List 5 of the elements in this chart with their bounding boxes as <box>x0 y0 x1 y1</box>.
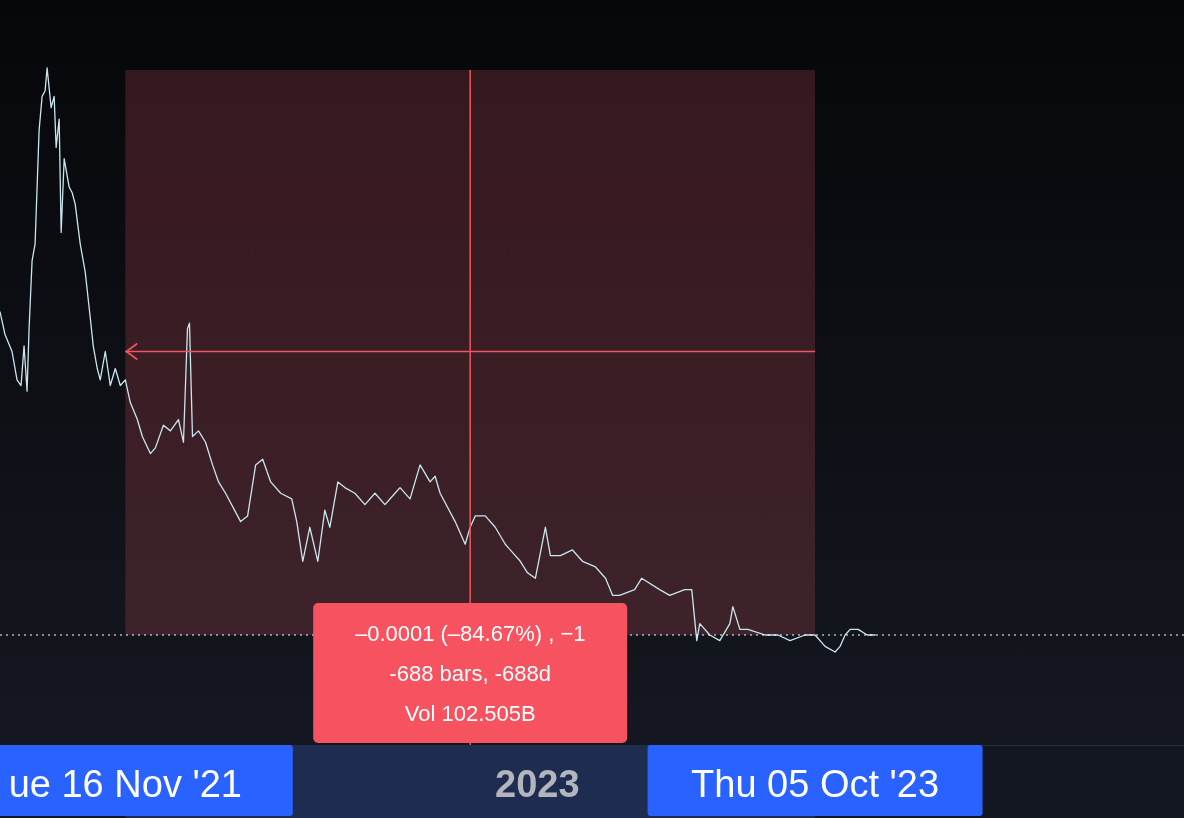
annotation: –0.0001 (–84.67%) , −1 <box>354 621 586 646</box>
x-tick-label: 2023 <box>495 763 580 805</box>
x-tick-label: ue 16 Nov '21 <box>8 763 242 805</box>
tooltip: –0.0001 (–84.67%) , −1 -688 bars, -688d Vol 102.505B <box>313 603 628 743</box>
x-tick-label: Thu 05 Oct '23 <box>691 763 940 805</box>
